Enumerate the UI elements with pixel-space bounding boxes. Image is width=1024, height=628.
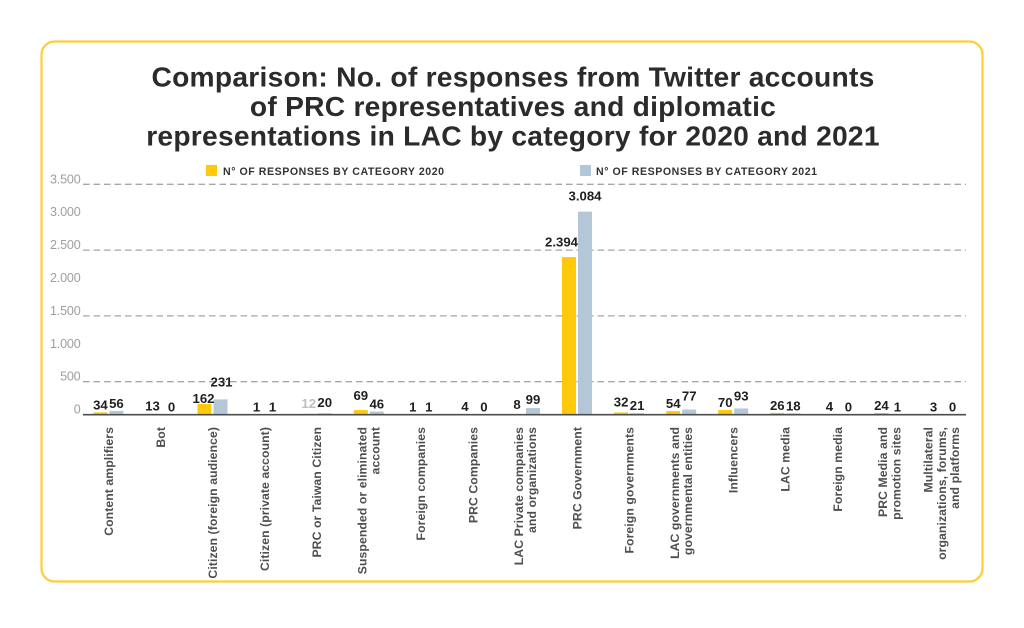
svg-text:70: 70 [718, 395, 733, 410]
svg-text:77: 77 [682, 388, 697, 403]
svg-text:46: 46 [369, 397, 384, 412]
svg-text:18: 18 [786, 398, 801, 413]
svg-text:3: 3 [930, 399, 937, 414]
svg-text:54: 54 [666, 396, 681, 411]
svg-text:4: 4 [826, 399, 834, 414]
svg-text:Citizen (private account): Citizen (private account) [258, 427, 272, 571]
svg-text:2.000: 2.000 [50, 271, 81, 285]
svg-text:21: 21 [630, 398, 645, 413]
svg-text:2.394: 2.394 [545, 235, 579, 250]
svg-text:1: 1 [425, 399, 432, 414]
svg-text:Foreign governments: Foreign governments [623, 427, 637, 554]
svg-text:LAC media: LAC media [779, 427, 793, 492]
svg-text:and organizations: and organizations [525, 427, 539, 533]
svg-text:organizations, forums,: organizations, forums, [935, 427, 949, 560]
svg-text:PRC Companies: PRC Companies [466, 427, 480, 523]
svg-text:account: account [369, 427, 383, 474]
svg-text:8: 8 [513, 397, 520, 412]
svg-text:representations in LAC by cate: representations in LAC by category for 2… [146, 120, 880, 152]
svg-text:Comparison: No. of responses f: Comparison: No. of responses from Twitte… [151, 61, 874, 93]
svg-text:LAC Private companies: LAC Private companies [512, 427, 526, 565]
svg-text:13: 13 [145, 399, 160, 414]
svg-text:PRC Media and: PRC Media and [876, 427, 890, 517]
svg-text:1: 1 [253, 399, 260, 414]
svg-text:162: 162 [192, 391, 214, 406]
svg-text:Foreign media: Foreign media [831, 427, 845, 512]
svg-text:0: 0 [949, 400, 956, 415]
svg-text:3.500: 3.500 [50, 172, 81, 186]
svg-text:1.000: 1.000 [50, 337, 81, 351]
svg-text:Multilateral: Multilateral [922, 427, 936, 493]
svg-text:N° OF RESPONSES BY CATEGORY 20: N° OF RESPONSES BY CATEGORY 2020 [223, 166, 445, 178]
svg-text:0: 0 [845, 400, 852, 415]
svg-text:Foreign companies: Foreign companies [414, 427, 428, 541]
svg-text:24: 24 [874, 398, 889, 413]
svg-text:Citizen (foreign audience): Citizen (foreign audience) [206, 427, 220, 579]
svg-text:1: 1 [894, 399, 901, 414]
svg-text:PRC or Taiwan Citizen: PRC or Taiwan Citizen [310, 427, 324, 558]
svg-text:26: 26 [770, 398, 785, 413]
svg-text:LAC governments and: LAC governments and [668, 427, 682, 559]
svg-text:32: 32 [614, 394, 629, 409]
svg-text:0: 0 [168, 400, 175, 415]
svg-text:500: 500 [60, 370, 81, 384]
svg-text:12: 12 [301, 396, 316, 411]
svg-text:Suspended or eliminated: Suspended or eliminated [356, 427, 370, 574]
svg-text:1.500: 1.500 [50, 304, 81, 318]
svg-text:governmental entities: governmental entities [681, 427, 695, 555]
svg-text:1: 1 [409, 399, 416, 414]
svg-text:20: 20 [317, 395, 332, 410]
svg-text:231: 231 [210, 375, 232, 390]
svg-text:Bot: Bot [154, 427, 168, 448]
svg-text:Influencers: Influencers [727, 427, 741, 493]
svg-text:0: 0 [74, 403, 81, 417]
svg-text:69: 69 [353, 388, 368, 403]
svg-text:56: 56 [109, 396, 124, 411]
svg-text:3.000: 3.000 [50, 205, 81, 219]
svg-text:3.084: 3.084 [568, 189, 602, 204]
svg-text:0: 0 [480, 400, 487, 415]
svg-text:93: 93 [734, 389, 749, 404]
svg-text:and platforms: and platforms [948, 427, 962, 509]
svg-text:N° OF RESPONSES BY CATEGORY 20: N° OF RESPONSES BY CATEGORY 2021 [596, 166, 818, 178]
svg-text:of PRC representatives and dip: of PRC representatives and diplomatic [250, 90, 776, 122]
svg-text:99: 99 [526, 392, 541, 407]
svg-text:2.500: 2.500 [50, 238, 81, 252]
svg-text:4: 4 [461, 399, 469, 414]
svg-text:PRC Government: PRC Government [570, 427, 584, 529]
svg-text:Content amplifiers: Content amplifiers [102, 427, 116, 536]
svg-text:34: 34 [93, 397, 108, 412]
svg-text:1: 1 [269, 399, 276, 414]
svg-text:promotion sites: promotion sites [889, 427, 903, 520]
